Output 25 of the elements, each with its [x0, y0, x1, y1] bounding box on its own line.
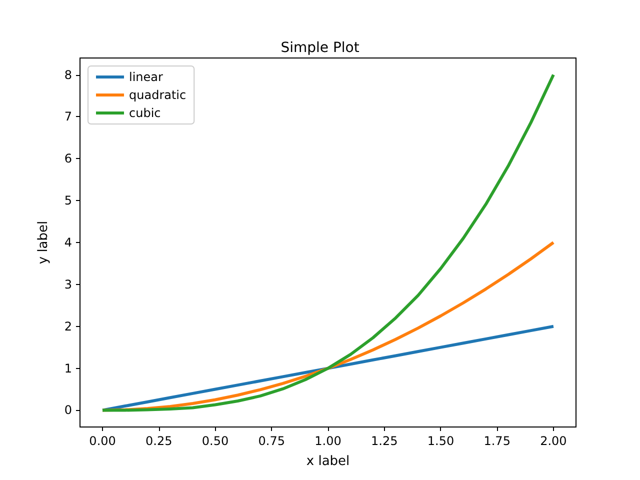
legend-label: cubic — [129, 106, 161, 120]
x-tick-label: 0.00 — [89, 434, 116, 448]
x-tick-label: 2.00 — [540, 434, 567, 448]
x-tick-label: 1.25 — [371, 434, 398, 448]
x-tick-label: 0.25 — [146, 434, 172, 448]
y-tick-label: 1 — [64, 361, 72, 376]
line-series — [101, 73, 555, 412]
y-tick-label: 5 — [64, 194, 72, 208]
y-tick-label: 6 — [64, 152, 72, 166]
chart-title: Simple Plot — [280, 40, 360, 56]
y-tick-label: 8 — [64, 68, 72, 82]
y-tick-label: 7 — [64, 110, 72, 124]
x-tick-label: 1.75 — [484, 434, 510, 448]
legend-label: linear — [129, 70, 164, 84]
x-tick-label: 0.50 — [202, 434, 229, 448]
x-tick-label: 0.75 — [258, 434, 285, 448]
y-tick-label: 2 — [64, 319, 72, 334]
legend-label: quadratic — [129, 88, 186, 102]
y-tick-label: 4 — [64, 236, 72, 250]
x-axis-title: x label — [306, 454, 350, 469]
y-tick-label: 3 — [64, 277, 72, 292]
y-axis-title: y label — [36, 220, 51, 264]
y-tick-label: 0 — [64, 403, 72, 418]
x-tick-label: 1.00 — [314, 434, 342, 448]
x-tick-label: 1.50 — [427, 434, 454, 448]
